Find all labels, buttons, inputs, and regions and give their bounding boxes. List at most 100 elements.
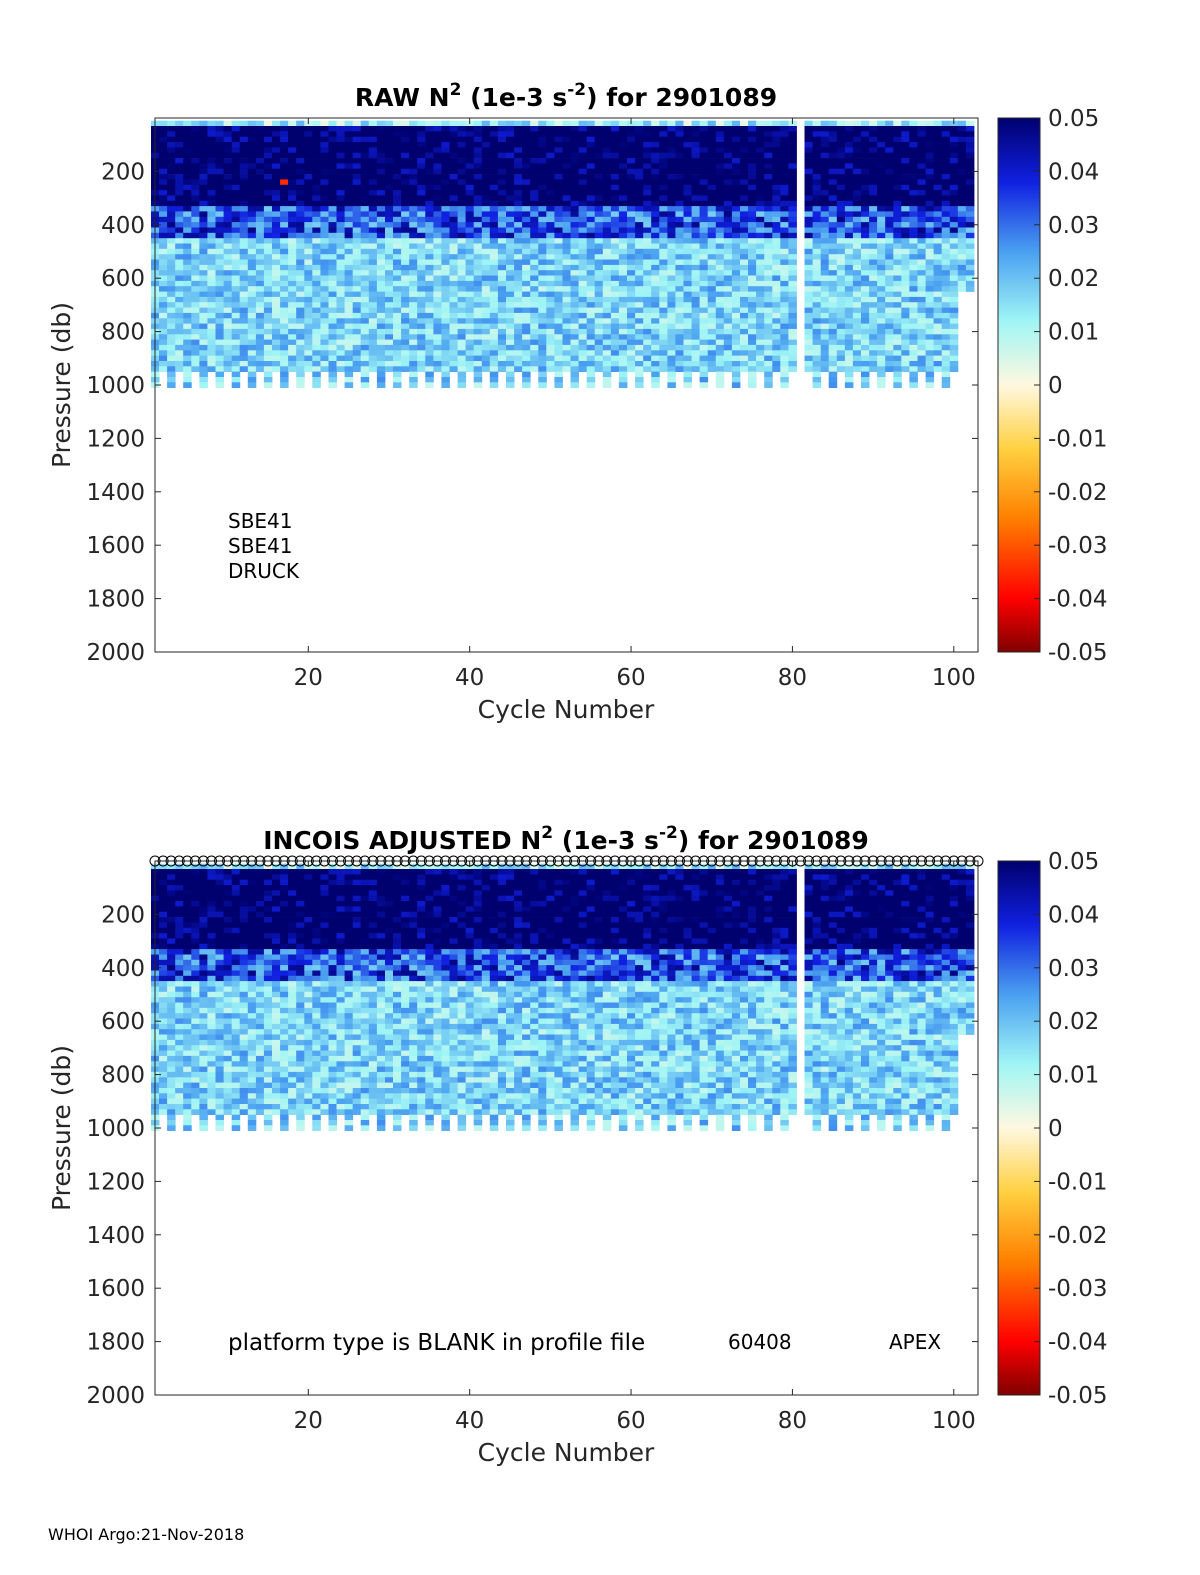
heatmap-cell xyxy=(941,371,951,378)
heatmap-cell xyxy=(804,238,813,244)
heatmap-cell xyxy=(425,174,434,180)
heatmap-cell xyxy=(417,142,426,148)
heatmap-cell xyxy=(764,323,773,330)
heatmap-cell xyxy=(449,280,458,287)
heatmap-cell xyxy=(764,286,773,292)
heatmap-cell xyxy=(239,318,249,324)
heatmap-cell xyxy=(223,158,233,164)
heatmap-cell xyxy=(627,163,636,170)
heatmap-cell xyxy=(869,120,878,127)
heatmap-cell xyxy=(385,131,394,137)
heatmap-cell xyxy=(933,190,943,196)
heatmap-cell xyxy=(756,131,765,137)
heatmap-cell xyxy=(925,163,935,170)
heatmap-cell xyxy=(231,238,241,244)
heatmap-cell xyxy=(861,248,870,255)
heatmap-cell xyxy=(764,136,773,143)
heatmap-cell xyxy=(683,168,692,175)
heatmap-cell xyxy=(522,163,531,170)
heatmap-cell xyxy=(610,296,620,303)
heatmap-cell xyxy=(465,344,475,351)
heatmap-cell xyxy=(272,361,281,367)
heatmap-cell xyxy=(562,286,571,292)
heatmap-cell xyxy=(546,227,555,234)
heatmap-cell xyxy=(740,270,749,276)
heatmap-cell xyxy=(538,206,547,212)
heatmap-cell xyxy=(804,206,813,212)
heatmap-cell xyxy=(861,222,870,228)
heatmap-cell xyxy=(828,200,838,207)
heatmap-cell xyxy=(280,227,289,234)
heatmap-cell xyxy=(691,142,701,148)
heatmap-cell xyxy=(675,350,684,356)
heatmap-cell xyxy=(376,243,386,250)
heatmap-cell xyxy=(223,238,233,244)
heatmap-cell xyxy=(489,328,499,335)
heatmap-cell xyxy=(618,275,628,282)
heatmap-cell xyxy=(852,232,862,239)
heatmap-cell xyxy=(570,222,579,228)
heatmap-cell xyxy=(602,163,612,170)
heatmap-cell xyxy=(231,174,241,180)
heatmap-cell xyxy=(965,232,975,239)
heatmap-cell xyxy=(667,280,676,287)
heatmap-cell xyxy=(417,275,426,282)
heatmap-cell xyxy=(465,291,475,298)
heatmap-cell xyxy=(788,131,797,137)
heatmap-cell xyxy=(393,211,402,218)
heatmap-cell xyxy=(586,312,596,319)
heatmap-cell xyxy=(417,296,426,303)
heatmap-cell xyxy=(514,131,523,137)
heatmap-cell xyxy=(627,232,636,239)
heatmap-cell xyxy=(385,179,394,186)
heatmap-cell xyxy=(764,296,773,303)
heatmap-cell xyxy=(481,366,491,372)
heatmap-cell xyxy=(788,168,797,175)
heatmap-cell xyxy=(280,126,289,132)
heatmap-cell xyxy=(635,254,644,260)
heatmap-cell xyxy=(885,142,894,148)
heatmap-cell xyxy=(610,270,620,276)
heatmap-cell xyxy=(836,222,846,228)
heatmap-cell xyxy=(296,296,305,303)
heatmap-cell xyxy=(683,190,692,196)
heatmap-cell xyxy=(223,206,233,212)
heatmap-cell xyxy=(836,296,846,303)
heatmap-cell xyxy=(691,168,701,175)
heatmap-cell xyxy=(288,323,297,330)
heatmap-cell xyxy=(804,307,813,314)
heatmap-cell xyxy=(546,280,555,287)
heatmap-cell xyxy=(691,211,701,218)
heatmap-cell xyxy=(457,355,467,362)
heatmap-cell xyxy=(328,318,337,324)
heatmap-cell xyxy=(530,328,539,335)
heatmap-cell xyxy=(861,243,870,250)
heatmap-cell xyxy=(376,302,386,308)
heatmap-cell xyxy=(780,232,789,239)
heatmap-cell xyxy=(481,323,491,330)
heatmap-cell xyxy=(167,328,176,335)
heatmap-cell xyxy=(659,206,668,212)
heatmap-cell xyxy=(239,254,249,260)
heatmap-cell xyxy=(231,264,241,271)
heatmap-cell xyxy=(255,200,265,207)
heatmap-cell xyxy=(586,243,596,250)
heatmap-cell xyxy=(780,163,789,170)
heatmap-cell xyxy=(530,200,539,207)
heatmap-cell xyxy=(263,238,273,244)
heatmap-cell xyxy=(272,328,281,335)
heatmap-cell xyxy=(522,120,531,127)
heatmap-cell xyxy=(538,126,547,132)
heatmap-cell xyxy=(869,200,878,207)
heatmap-cell xyxy=(594,158,604,164)
heatmap-cell xyxy=(893,318,902,324)
heatmap-cell xyxy=(764,344,773,351)
heatmap-cell xyxy=(425,243,434,250)
heatmap-cell xyxy=(191,259,200,266)
heatmap-cell xyxy=(497,142,507,148)
heatmap-cell xyxy=(602,243,612,250)
heatmap-cell xyxy=(586,147,596,154)
heatmap-cell xyxy=(699,227,709,234)
heatmap-cell xyxy=(215,216,224,223)
heatmap-cell xyxy=(627,243,636,250)
